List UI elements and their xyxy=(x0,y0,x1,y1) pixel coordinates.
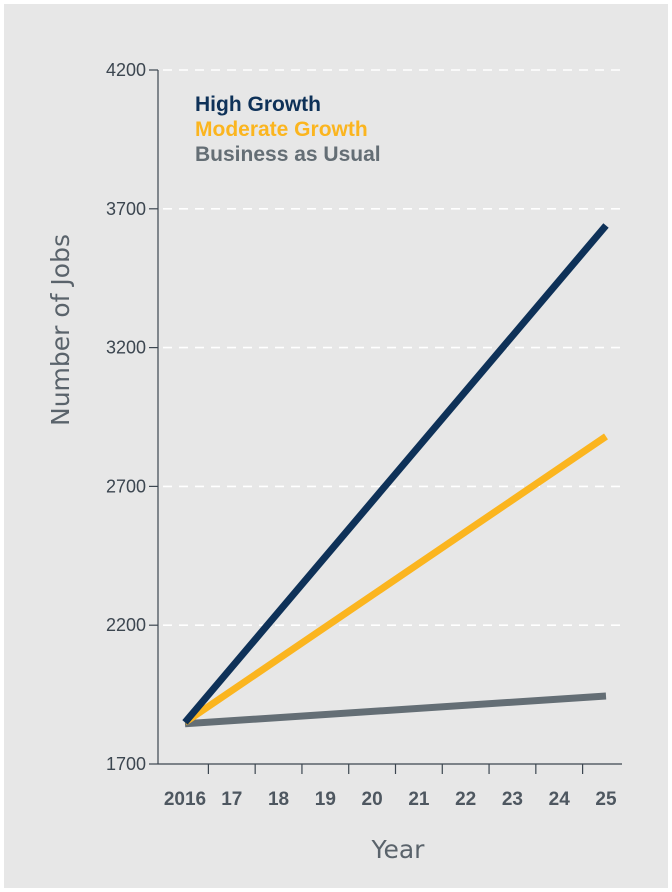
y-tick-label: 2200 xyxy=(106,615,146,635)
x-tick-labels: 2016 17 18 19 20 21 22 23 24 25 xyxy=(164,789,617,810)
y-tick-label: 3700 xyxy=(106,199,146,219)
legend-item: High Growth xyxy=(195,93,321,116)
y-tick-labels: 1700 2200 2700 3200 3700 4200 xyxy=(106,60,146,774)
x-tick-label: 23 xyxy=(502,789,523,810)
chart-panel: 1700 2200 2700 3200 3700 4200 2016 17 18 19 20 21 2… xyxy=(4,4,668,888)
x-ticks xyxy=(207,764,584,774)
y-tick-label: 4200 xyxy=(106,60,146,80)
x-tick-label: 21 xyxy=(408,789,430,810)
y-tick-label: 2700 xyxy=(106,476,146,496)
x-tick-label: 22 xyxy=(455,789,476,810)
x-tick-label: 18 xyxy=(268,789,289,810)
y-tick-label: 3200 xyxy=(106,338,146,358)
series-line xyxy=(182,223,609,725)
x-tick-label: 17 xyxy=(221,789,242,810)
series-lines xyxy=(182,223,609,728)
grid-lines xyxy=(163,69,622,627)
y-axis-title: Number of Jobs xyxy=(46,234,75,426)
series-line xyxy=(184,692,607,728)
legend-item: Business as Usual xyxy=(195,143,381,166)
y-tick-label: 1700 xyxy=(106,754,146,774)
x-tick-label: 24 xyxy=(549,789,571,810)
x-tick-label: 25 xyxy=(595,789,617,810)
series-line xyxy=(183,433,608,726)
x-tick-label: 19 xyxy=(315,789,336,810)
x-tick-label: 20 xyxy=(362,789,383,810)
x-axis-title: Year xyxy=(371,835,426,864)
legend-item: Moderate Growth xyxy=(195,118,368,141)
x-tick-label: 2016 xyxy=(164,789,206,810)
y-axis xyxy=(149,69,159,765)
